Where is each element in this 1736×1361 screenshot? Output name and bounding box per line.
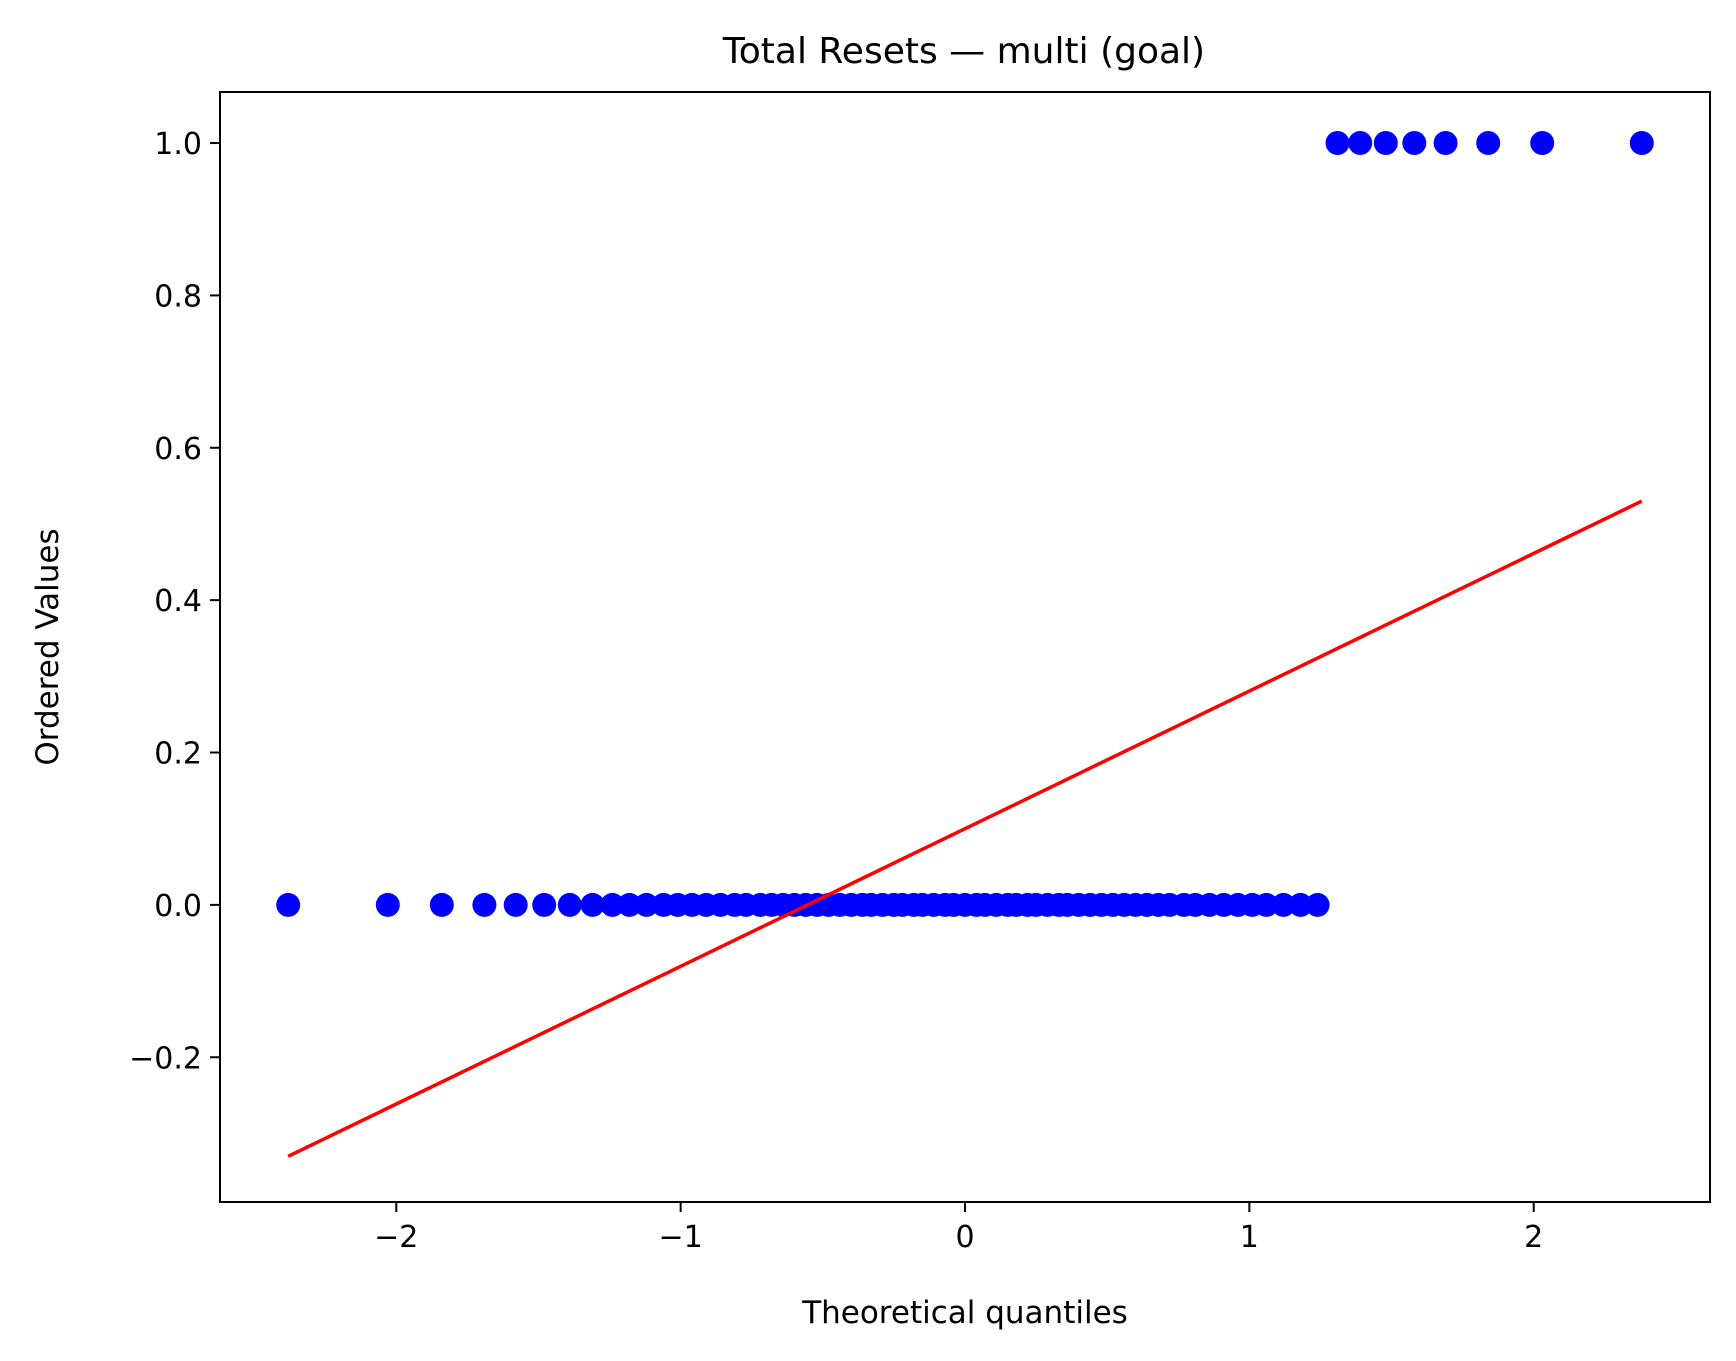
data-point — [1254, 892, 1279, 917]
data-point — [1325, 131, 1350, 155]
x-axis: −2 −1 0 1 2 — [374, 1202, 1543, 1255]
y-tick-label: 0.0 — [154, 889, 202, 924]
y-tick-label: 1.0 — [154, 127, 202, 162]
y-tick-label: 0.2 — [154, 737, 202, 772]
data-point — [1629, 131, 1654, 155]
fit-line — [287, 499, 1643, 1158]
data-point — [600, 892, 625, 917]
data-point — [557, 892, 582, 917]
y-tick-label: 0.4 — [154, 584, 202, 619]
data-point — [1476, 131, 1501, 155]
data-point — [580, 892, 605, 917]
y-axis-label: Ordered Values — [30, 528, 66, 765]
x-tick-label: 1 — [1240, 1220, 1259, 1255]
y-axis: −0.2 0.0 0.2 0.4 0.6 0.8 1.0 — [129, 127, 220, 1076]
chart-title: Total Resets — multi (goal) — [722, 31, 1205, 72]
y-tick-label: −0.2 — [129, 1041, 202, 1076]
data-point — [532, 892, 557, 917]
y-tick-label: 0.6 — [154, 432, 202, 467]
data-point — [429, 892, 454, 917]
data-point — [1530, 131, 1555, 155]
data-point — [617, 892, 642, 917]
data-point — [472, 892, 497, 917]
plot-marks — [276, 131, 1654, 1158]
y-tick-label: 0.8 — [154, 279, 202, 314]
x-tick-label: 0 — [955, 1220, 974, 1255]
data-point — [634, 892, 659, 917]
data-point — [1373, 131, 1398, 155]
data-point — [1433, 131, 1458, 155]
data-point — [276, 892, 301, 917]
data-point — [1271, 892, 1296, 917]
data-point — [375, 892, 400, 917]
data-point — [1288, 892, 1313, 917]
x-tick-label: −2 — [374, 1220, 418, 1255]
data-point — [503, 892, 528, 917]
data-point — [1305, 892, 1330, 917]
data-point — [1402, 131, 1427, 155]
x-tick-label: 2 — [1524, 1220, 1543, 1255]
x-tick-label: −1 — [659, 1220, 703, 1255]
x-axis-label: Theoretical quantiles — [801, 1295, 1128, 1331]
data-point — [1348, 131, 1373, 155]
